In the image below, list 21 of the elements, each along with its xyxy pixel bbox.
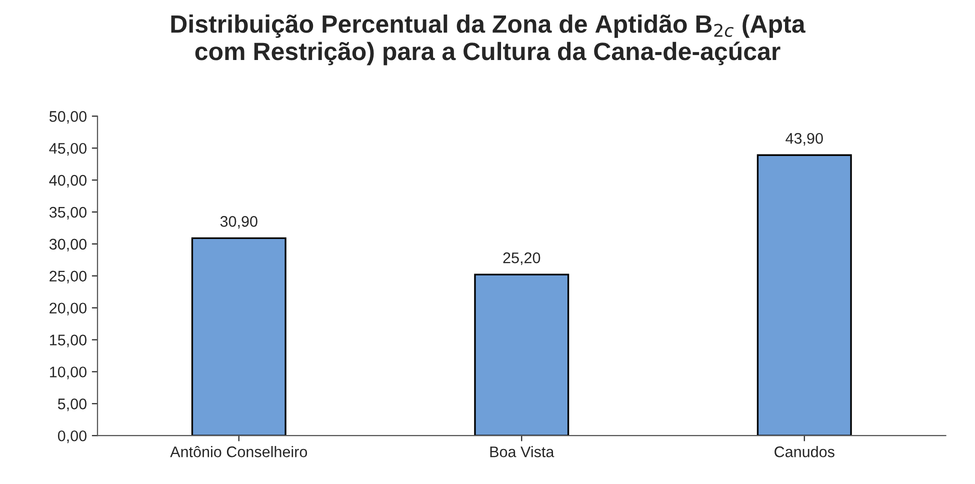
data-label: 25,20 (503, 252, 540, 266)
y-tick-label: 0,00 (58, 430, 86, 444)
chart-title: Distribuição Percentual da Zona de Aptidão B$_{2c}$ (Apta com Restrição) para a Cultura da Cana-de-açúcar (171, 14, 806, 66)
x-tick-label: Boa Vista (490, 446, 554, 458)
y-tick-label: 50,00 (49, 111, 86, 124)
y-tick-label: 5,00 (58, 398, 86, 412)
y-tick-label: 15,00 (50, 334, 86, 348)
bar (756, 154, 852, 436)
y-tick-label: 30,00 (49, 238, 86, 252)
data-label: 43,90 (786, 132, 823, 146)
y-tick-label: 40,00 (49, 174, 86, 188)
y-tick-label: 10,00 (50, 366, 86, 380)
data-label: 30,90 (220, 216, 258, 229)
x-tick-label: Canudos (774, 446, 834, 458)
bar (191, 237, 286, 436)
y-tick-label: 45,00 (49, 142, 86, 156)
y-tick-label: 25,00 (50, 270, 86, 284)
y-tick-label: 35,00 (49, 206, 86, 220)
y-tick-label: 20,00 (50, 302, 86, 316)
x-tick-label: Antônio Conselheiro (170, 446, 308, 458)
bar (474, 274, 570, 436)
